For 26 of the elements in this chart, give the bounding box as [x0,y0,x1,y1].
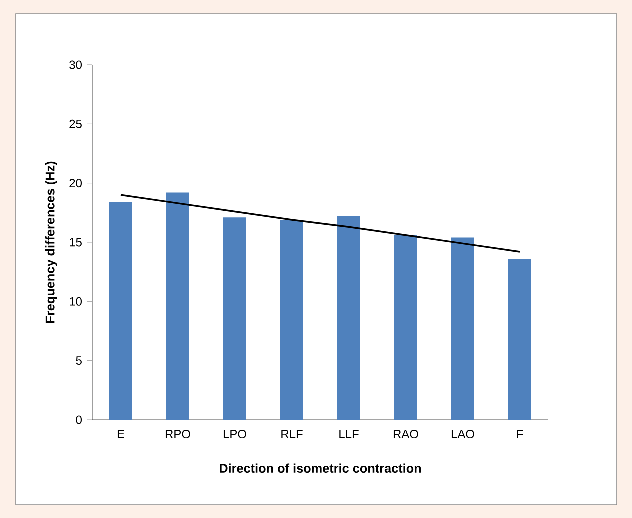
bar [452,238,474,420]
x-tick-label: E [118,430,124,438]
y-tick-label: 10 [70,297,82,306]
y-tick-label: 0 [76,416,82,424]
x-tick-label: RLF [282,430,303,438]
bar [338,216,360,420]
x-tick-label: RPO [166,430,190,439]
bar [508,259,532,420]
y-tick-label: 5 [76,356,82,366]
y-tick-label: 15 [70,238,82,247]
y-tick-label: 25 [70,120,82,128]
line-series [120,194,521,253]
x-tick-label: F [517,430,524,438]
x-tick-label: LPO [224,430,246,439]
bar [166,192,190,420]
x-axis-title: Direction of isometric contraction [220,464,422,473]
y-axis-title: Frequency differences (Hz) [45,162,58,323]
x-tick-label: LLF [340,430,359,438]
bar [394,235,418,420]
y-tick-label: 20 [70,179,82,188]
y-tick-label: 30 [70,60,82,70]
bar [280,220,304,420]
bar [110,202,132,420]
x-tick-label: RAO [394,430,418,439]
bar [224,218,246,420]
x-tick-label: LAO [452,430,474,439]
